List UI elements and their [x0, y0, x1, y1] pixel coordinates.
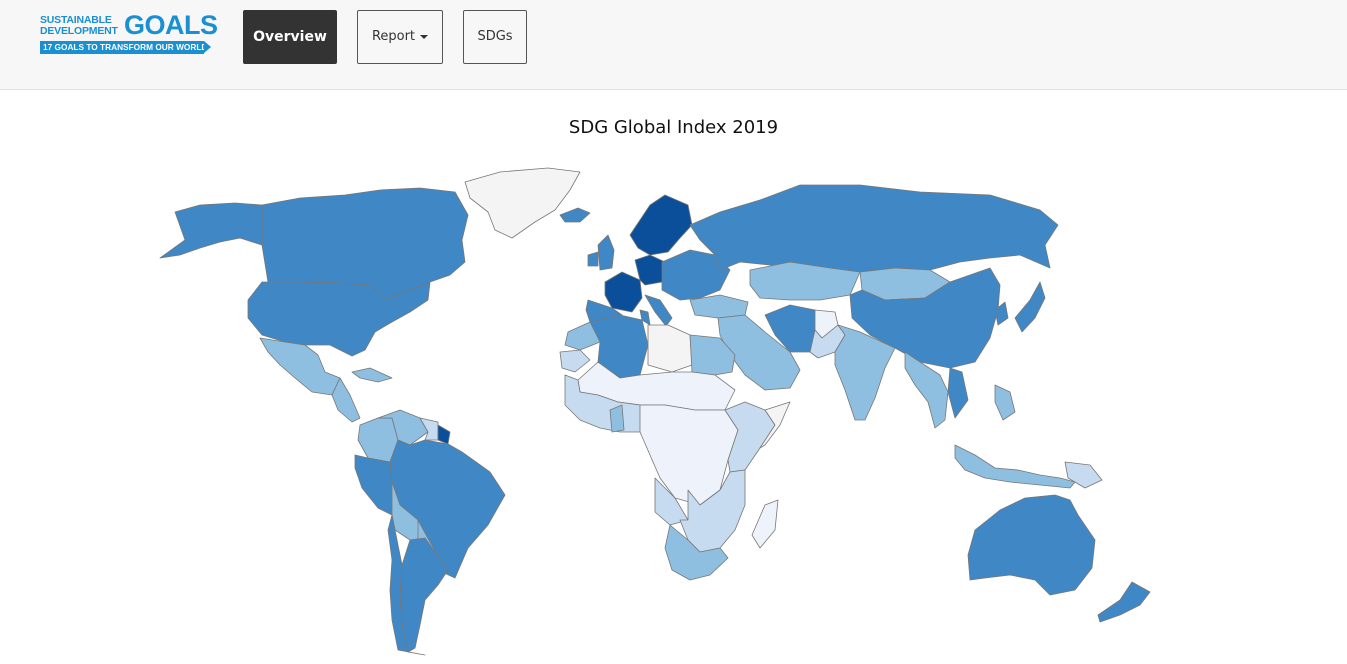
logo-line-development: DEVELOPMENT	[40, 25, 118, 37]
region-korea[interactable]	[994, 301, 1009, 326]
region-papua-new-guinea[interactable]	[1064, 461, 1103, 489]
report-dropdown-button[interactable]: Report	[357, 10, 443, 64]
region-southern-africa[interactable]	[679, 469, 746, 553]
region-south-africa[interactable]	[664, 524, 729, 581]
region-kazakhstan[interactable]	[749, 261, 861, 301]
region-mexico[interactable]	[259, 337, 341, 396]
region-venezuela[interactable]	[377, 409, 429, 446]
region-somalia[interactable]	[759, 401, 791, 449]
region-australia[interactable]	[967, 494, 1096, 596]
region-turkey[interactable]	[689, 294, 749, 319]
caret-down-icon	[420, 34, 429, 39]
region-french-guiana[interactable]	[437, 424, 451, 445]
logo-word-goals: GOALS	[124, 10, 218, 40]
top-navbar: SUSTAINABLE DEVELOPMENT GOALS 17 GOALS T…	[0, 0, 1347, 90]
region-uk[interactable]	[597, 234, 615, 271]
region-angola[interactable]	[654, 477, 689, 526]
region-france[interactable]	[604, 271, 643, 313]
region-western-sahara[interactable]	[559, 349, 591, 373]
overview-button[interactable]: Overview	[243, 10, 337, 64]
region-new-zealand[interactable]	[1097, 581, 1151, 623]
sdgs-button[interactable]: SDGs	[463, 10, 527, 64]
region-greenland[interactable]	[464, 167, 581, 239]
region-southeast-asia[interactable]	[904, 351, 949, 429]
region-eastern-europe[interactable]	[661, 249, 731, 301]
region-indonesia[interactable]	[954, 444, 1076, 489]
logo-arrow-icon	[204, 41, 211, 53]
overview-label: Overview	[253, 29, 327, 45]
region-ireland[interactable]	[587, 251, 599, 267]
region-japan[interactable]	[1014, 281, 1046, 333]
region-cuba[interactable]	[351, 367, 393, 383]
region-usa[interactable]	[247, 281, 431, 357]
logo-tagline: 17 GOALS TO TRANSFORM OUR WORLD	[40, 41, 204, 54]
region-alaska[interactable]	[159, 202, 263, 259]
region-east-africa[interactable]	[724, 401, 776, 473]
region-scandinavia[interactable]	[629, 194, 693, 256]
region-guyana[interactable]	[419, 417, 439, 441]
report-label: Report	[371, 29, 416, 44]
region-iceland[interactable]	[559, 207, 591, 223]
region-russia[interactable]	[689, 184, 1059, 273]
region-philippines[interactable]	[994, 384, 1016, 421]
sdgs-label: SDGs	[477, 29, 513, 44]
region-central-america[interactable]	[331, 377, 361, 423]
region-china[interactable]	[849, 267, 1001, 369]
region-india[interactable]	[834, 324, 896, 421]
region-ghana[interactable]	[609, 404, 625, 433]
region-italy[interactable]	[644, 294, 673, 327]
region-vietnam[interactable]	[947, 367, 969, 419]
region-madagascar[interactable]	[751, 499, 779, 549]
logo-line-sustainable: SUSTAINABLE	[40, 14, 112, 26]
sdg-logo[interactable]: SUSTAINABLE DEVELOPMENT GOALS 17 GOALS T…	[40, 10, 218, 56]
map-title: SDG Global Index 2019	[568, 117, 779, 138]
region-libya[interactable]	[647, 324, 693, 373]
region-chile[interactable]	[387, 514, 426, 656]
